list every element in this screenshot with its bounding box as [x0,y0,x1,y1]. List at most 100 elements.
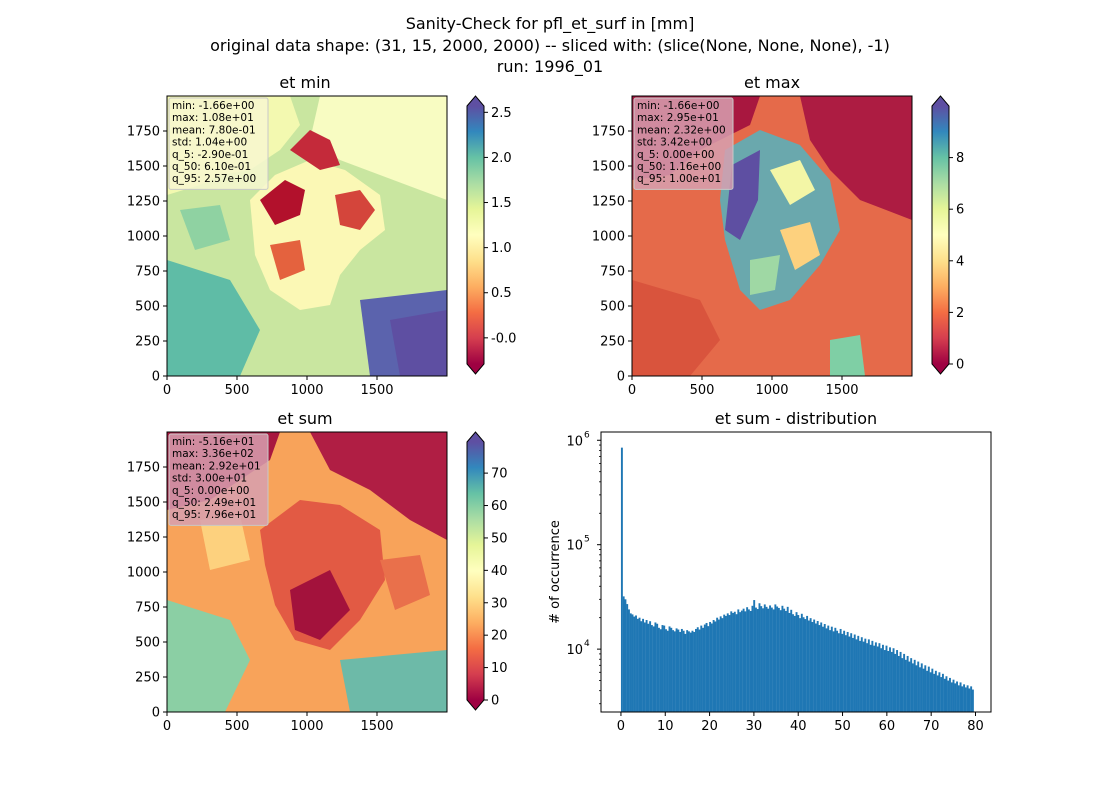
histogram-bar [636,618,639,712]
histogram-bar [643,622,646,712]
histogram-bar [758,603,761,712]
y-tick-label: 250 [135,671,160,686]
y-tick-label: 500 [135,300,160,315]
histogram-bar [627,609,630,712]
colorbar-extend-max [932,96,949,106]
histogram-bar [670,627,673,712]
histogram-bar [867,639,870,712]
heatmap-alps-region [390,310,447,376]
y-tick-label: 500 [600,300,625,315]
stats-line: q_95: 1.00e+01 [637,173,721,185]
histogram-bar [763,604,766,712]
y-tick-label: 1000 [127,230,160,245]
y-tick-exponent: 4 [584,639,590,649]
stats-line: q_50: 1.16e+00 [637,161,721,173]
colorbar-tick-label: 2 [956,306,964,321]
histogram-bar [800,613,803,712]
x-tick-label: 50 [834,719,851,734]
colorbar-tick-label: 10 [491,661,508,676]
histogram-bar [836,630,839,712]
colorbar-tick-label: 8 [956,151,964,166]
y-tick-label: 1500 [592,160,625,175]
heatmap-low-patch [270,240,305,280]
colorbar-tick-label: 2.5 [491,106,512,121]
colorbar-tick-label: 0 [491,694,499,709]
heatmap-high-patch [725,150,760,240]
colorbar-tick-label: 30 [491,596,508,611]
histogram-bar [707,626,710,712]
histogram-bar [762,608,764,712]
histogram-bar [945,676,948,712]
x-tick-label: 40 [790,719,807,734]
histogram-bar [887,650,890,712]
histogram-bar [756,609,759,712]
histogram-bar [649,621,652,712]
histogram-bar [728,615,731,712]
colorbar-extend-max [467,96,484,106]
colorbar-gradient [932,106,949,364]
histogram-bar [679,631,682,712]
panel-title: et sum - distribution [715,409,877,428]
histogram-bar [744,611,747,712]
heatmap-southwest-region [632,280,720,376]
histogram-bar [814,623,817,712]
y-tick-label: 1750 [127,125,160,140]
heatmap-mid-patch [780,222,820,270]
histogram-bar [862,641,865,712]
y-tick-label: 0 [152,706,160,721]
histogram-bar [784,610,787,712]
histogram-bar [737,609,740,712]
histogram-bar [913,659,916,712]
colorbar-tick-label: 50 [491,531,508,546]
heatmap-low-patch [260,180,305,225]
histogram-bar [949,677,951,712]
histogram-bar [806,615,809,712]
histogram-bar [792,614,794,712]
histogram-bar [689,632,692,712]
histogram-bar [816,620,819,712]
x-tick-label: 0 [163,719,171,734]
histogram-bar [726,613,729,712]
colorbar-tick-label: 40 [491,564,508,579]
histogram-bar [919,667,921,712]
heatmap-southwest-region [167,600,250,712]
histogram-bar [751,605,754,712]
histogram-bar [813,619,816,712]
histogram-bar [961,686,964,712]
stats-line: std: 1.04e+00 [172,137,247,149]
histogram-bar [917,661,920,712]
histogram-bar [904,659,907,712]
heatmap-low-patch [290,130,340,170]
x-tick-label: 20 [701,719,718,734]
histogram-bar [860,637,863,712]
figure-title-line-2: original data shape: (31, 15, 2000, 2000… [210,36,890,55]
y-tick-label: 1000 [127,566,160,581]
heatmap-mid-patch [200,515,250,570]
y-tick-label: 250 [135,335,160,350]
stats-line: max: 1.08e+01 [172,112,254,124]
histogram-bar [876,646,879,712]
colorbar-tick-label: 6 [956,203,964,218]
stats-box-background [168,97,269,190]
histogram-bar [723,614,726,712]
x-tick-label: 500 [225,383,250,398]
histogram-bar [848,636,851,712]
histogram-bar [799,618,802,712]
histogram-bar [852,637,854,712]
histogram-bar [647,623,650,712]
histogram-bar [693,631,696,712]
histogram-bar [640,621,643,712]
colorbar-tick-label: 60 [491,499,508,514]
histogram-bar [733,611,736,712]
y-tick-label: 1500 [127,160,160,175]
y-tick-label: 10 [566,539,583,554]
histogram-bar [717,619,720,712]
histogram-bar [740,610,743,712]
colorbar: -0.0 0.5 1.0 1.5 2.0 2.5 [466,95,516,375]
stats-line: max: 3.36e+02 [172,448,254,460]
histogram-bar [908,661,911,712]
